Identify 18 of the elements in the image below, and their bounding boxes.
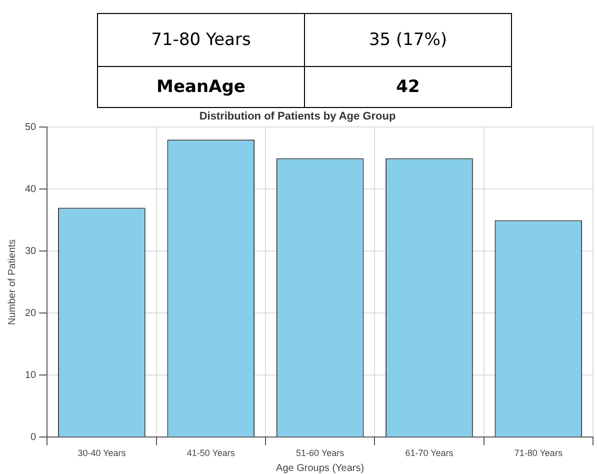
x-tick-label: 41-50 Years [186, 448, 236, 458]
y-tick-label: 40 [25, 184, 37, 195]
chart-title: Distribution of Patients by Age Group [199, 110, 396, 123]
y-tick-label: 30 [25, 246, 37, 257]
text: MeanAge [98, 66, 304, 108]
text: 71-80 Years [98, 14, 304, 66]
y-tick-label: 50 [25, 122, 37, 133]
y-tick-label: 10 [25, 370, 37, 381]
x-tick-label: 61-70 Years [405, 448, 454, 458]
text: 35 (17%) [304, 14, 512, 66]
y-tick-label: 20 [25, 308, 37, 319]
y-axis-title: Number of Patients [6, 239, 18, 326]
x-tick-label: 30-40 Years [78, 448, 126, 458]
text: 42 [304, 66, 512, 108]
x-tick-label: 71-80 Years [514, 448, 563, 458]
x-axis-title: Age Groups (Years) [276, 462, 364, 474]
x-tick-label: 51-60 Years [296, 448, 345, 458]
y-tick-label: 0 [30, 432, 37, 443]
